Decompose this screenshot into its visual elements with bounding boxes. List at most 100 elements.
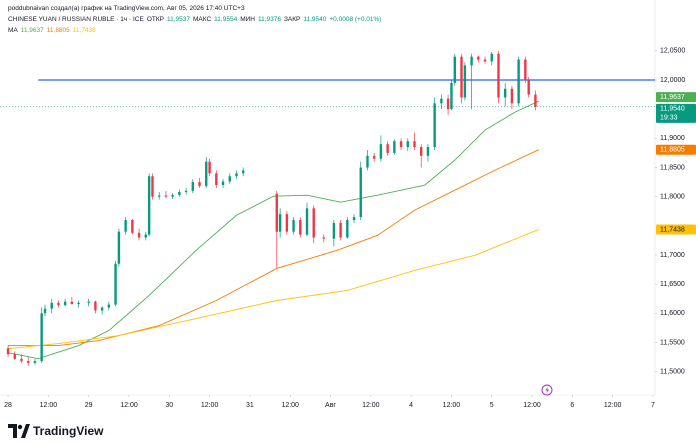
x-tick-label: 12:00 (362, 402, 380, 409)
candle-body (524, 59, 527, 80)
candle-body (43, 308, 47, 314)
ohlc-value: 11,9376 (257, 16, 281, 23)
candle-body (205, 161, 208, 187)
candle-body (278, 214, 282, 232)
ohlc-value: 11,9537 (166, 16, 190, 23)
candle-body (433, 103, 436, 148)
ma-tag (656, 92, 696, 103)
candle-body (137, 232, 141, 238)
ma-row: MA 11,9637 11,8805 11,7438 (8, 25, 381, 36)
x-tick-label: 12:00 (604, 402, 622, 409)
y-tick-label: 11,6500 (660, 281, 685, 288)
candle-body (221, 181, 225, 185)
y-tick-label: 11,7000 (660, 252, 685, 259)
candle-body (124, 220, 127, 232)
x-tick-label: 12:00 (40, 402, 58, 409)
ma-line (8, 149, 539, 347)
candle-body (460, 56, 463, 98)
candle-body (131, 220, 134, 233)
ohlc-name: МИН (240, 16, 255, 23)
candle-body (144, 234, 147, 238)
candle-body (366, 155, 369, 168)
candle-body (477, 56, 480, 60)
candle-body (235, 173, 238, 177)
header: poddubnaivan создал(а) график на Trading… (8, 3, 381, 36)
ohlc-value: 11,9554 (214, 16, 238, 23)
ma-tag (656, 224, 696, 235)
candle-body (399, 141, 403, 148)
candle-body (517, 59, 520, 104)
candle-body (20, 358, 23, 362)
y-tick-label: 11,8000 (660, 194, 685, 201)
x-tick-label: 31 (246, 402, 254, 409)
candle-body (184, 190, 188, 192)
x-tick-label: 4 (409, 402, 413, 409)
candle-body (158, 195, 161, 197)
candle-body (339, 222, 342, 238)
candle-body (453, 56, 457, 83)
candle-body (13, 354, 16, 359)
chart: 12,0500 12,0000 11,9000 11,8500 11,8000 11,70… (0, 0, 696, 409)
x-tick-label: 28 (4, 402, 12, 409)
candle-body (372, 155, 376, 159)
candle-body (94, 301, 97, 311)
candle-body (352, 217, 356, 220)
candle-body (406, 141, 409, 148)
candle-body (198, 182, 201, 187)
candle-body (285, 214, 289, 232)
x-tick-label: 12:00 (443, 402, 461, 409)
price-tag-label: 11,9540 (660, 106, 685, 113)
candle-body (332, 222, 336, 239)
candle-body (490, 53, 493, 62)
candle-body (420, 147, 423, 156)
brand: TradingView (33, 424, 104, 438)
candle-body (386, 144, 389, 153)
candle-body (208, 161, 211, 174)
candle-body (497, 53, 500, 98)
candle-body (426, 147, 430, 156)
candle-body (275, 193, 278, 232)
candle-body (299, 220, 302, 235)
candle-body (147, 176, 151, 235)
symbol: CHINESE YUAN / RUSSIAN RUBLE · 1ч · ICE (8, 16, 144, 23)
candle-body (87, 301, 90, 303)
ma-tag-label: 11,8805 (660, 147, 685, 154)
y-tick-label: 11,5500 (660, 339, 685, 346)
candle-body (346, 220, 349, 238)
candle-body (171, 194, 174, 197)
candle-body (50, 302, 53, 309)
candle-body (359, 167, 362, 218)
candle-body (191, 182, 195, 191)
ma-tag-label: 11,9637 (660, 94, 685, 101)
ohlc-name: ОТКР (146, 16, 164, 23)
x-tick-label: 29 (85, 402, 93, 409)
y-tick-label: 11,6000 (660, 310, 685, 317)
x-tick-label: 12:00 (201, 402, 219, 409)
candle-body (178, 192, 181, 195)
candle-body (117, 231, 121, 264)
ma-tag-label: 11,7438 (660, 226, 685, 233)
candle-body (151, 176, 154, 197)
candle-body (510, 88, 514, 104)
candle-body (77, 302, 80, 304)
countdown: 19:33 (660, 115, 678, 122)
candle-body (164, 195, 168, 197)
ma-line (7, 100, 539, 360)
candle-body (534, 94, 537, 107)
ma-tag (656, 144, 696, 155)
candle-body (440, 98, 443, 104)
candle-body (70, 301, 74, 304)
candle-body (470, 56, 473, 66)
x-tick-label: Авг (325, 402, 336, 409)
candle-body (379, 144, 383, 159)
ohlc-name: ЗАКР (283, 16, 301, 23)
ma-label: MA (8, 27, 18, 34)
candle-body (107, 304, 111, 308)
ma-line (8, 229, 539, 350)
candle-body (27, 361, 30, 363)
candle-body (450, 82, 453, 110)
ma-value: 11,7438 (72, 27, 96, 34)
x-tick-label: 6 (570, 402, 574, 409)
ohlc-value: 11,9540 (303, 16, 327, 23)
candle-body (57, 302, 60, 306)
